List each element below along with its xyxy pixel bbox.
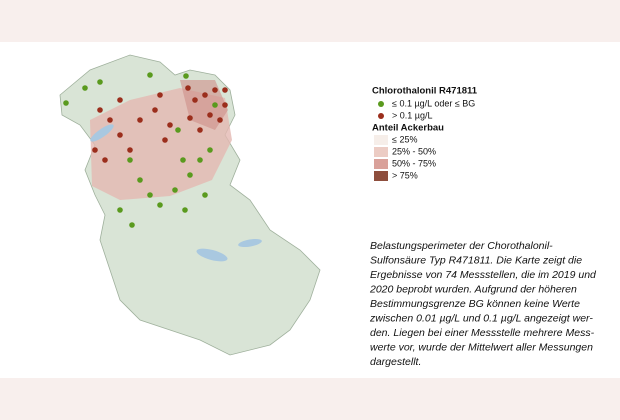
caption-line: dargestellt. xyxy=(370,356,421,368)
site-marker xyxy=(182,207,188,213)
site-marker xyxy=(117,132,123,138)
map xyxy=(59,54,321,356)
site-marker xyxy=(175,127,181,133)
lake xyxy=(196,248,228,262)
site-marker xyxy=(183,73,189,79)
site-marker xyxy=(97,107,103,113)
site-marker xyxy=(202,192,208,198)
legend: Chlorothalonil R471811 ≤ 0.1 µg/L oder ≤… xyxy=(372,86,478,181)
legend-title: Chlorothalonil R471811 xyxy=(372,86,478,97)
caption: Belastungsperimeter der Chorothalonil- Su… xyxy=(369,240,597,368)
site-marker xyxy=(207,147,213,153)
legend-swatch xyxy=(374,171,388,181)
site-marker xyxy=(127,147,133,153)
caption-line: zwischen 0.01 µg/L und 0.1 µg/L angezeig… xyxy=(369,312,593,324)
caption-line: Bestimmungsgrenze BG können keine Werte xyxy=(370,298,580,310)
legend-marker xyxy=(378,113,384,119)
legend-label: 25% - 50% xyxy=(392,146,436,156)
site-marker xyxy=(222,87,228,93)
legend-label: 50% - 75% xyxy=(392,158,436,168)
site-marker xyxy=(63,100,69,106)
site-marker xyxy=(202,92,208,98)
legend-label: > 75% xyxy=(392,170,418,180)
site-marker xyxy=(222,102,228,108)
site-marker xyxy=(137,177,143,183)
lake xyxy=(238,238,262,248)
site-marker xyxy=(197,127,203,133)
caption-line: den. Liegen bei einer Messstelle mehrere… xyxy=(370,327,595,339)
site-marker xyxy=(147,192,153,198)
site-marker xyxy=(97,79,103,85)
legend-subtitle: Anteil Ackerbau xyxy=(372,123,444,134)
site-marker xyxy=(137,117,143,123)
site-marker xyxy=(92,147,98,153)
legend-label: ≤ 25% xyxy=(392,134,417,144)
legend-label: > 0.1 µg/L xyxy=(392,110,432,120)
site-marker xyxy=(157,92,163,98)
site-marker xyxy=(187,172,193,178)
site-marker xyxy=(212,87,218,93)
legend-swatch xyxy=(374,147,388,157)
site-marker xyxy=(207,112,213,118)
site-marker xyxy=(197,157,203,163)
caption-line: Ergebnisse von 74 Messstellen, die im 20… xyxy=(370,269,597,281)
caption-line: Sulfonsäure Typ R471811. Die Karte zeigt… xyxy=(370,254,582,266)
site-marker xyxy=(180,157,186,163)
lake xyxy=(90,124,114,142)
legend-marker xyxy=(378,101,384,107)
legend-label: ≤ 0.1 µg/L oder ≤ BG xyxy=(392,98,475,108)
site-marker xyxy=(187,115,193,121)
legend-swatch xyxy=(374,159,388,169)
site-marker xyxy=(157,202,163,208)
caption-line: Belastungsperimeter der Chorothalonil- xyxy=(370,240,553,252)
site-marker xyxy=(217,117,223,123)
site-marker xyxy=(192,97,198,103)
site-marker xyxy=(102,157,108,163)
site-marker xyxy=(212,102,218,108)
site-marker xyxy=(185,85,191,91)
site-marker xyxy=(167,122,173,128)
site-marker xyxy=(147,72,153,78)
site-marker xyxy=(117,207,123,213)
site-marker xyxy=(129,222,135,228)
site-marker xyxy=(172,187,178,193)
site-marker xyxy=(152,107,158,113)
site-marker xyxy=(82,85,88,91)
site-marker xyxy=(162,137,168,143)
caption-line: werte vor, wurde der Mittelwert aller Me… xyxy=(370,341,593,353)
legend-swatch xyxy=(374,135,388,145)
site-marker xyxy=(117,97,123,103)
site-marker xyxy=(127,157,133,163)
site-marker xyxy=(107,117,113,123)
caption-line: 2020 beprobt wurden. Aufgrund der höhere… xyxy=(369,283,577,295)
